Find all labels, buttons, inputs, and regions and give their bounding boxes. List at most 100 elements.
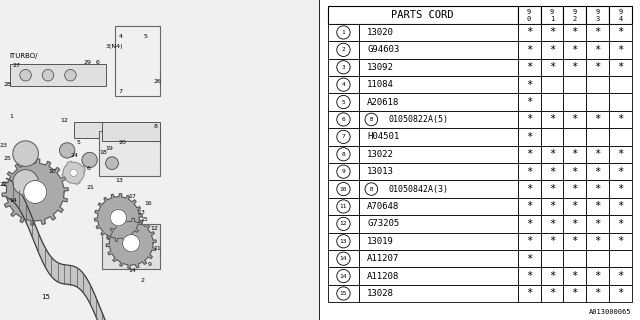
Bar (328, 215, 359, 233)
Text: 15: 15 (340, 291, 348, 296)
Bar (518, 268, 541, 285)
Text: *: * (526, 45, 532, 55)
Circle shape (337, 60, 350, 74)
Text: 26: 26 (154, 79, 161, 84)
Circle shape (24, 180, 47, 204)
Text: *: * (526, 288, 532, 299)
Bar (74, 122, 147, 138)
Circle shape (337, 148, 350, 161)
Circle shape (337, 95, 350, 109)
Bar (359, 93, 518, 111)
Circle shape (137, 57, 145, 65)
Text: *: * (526, 97, 532, 107)
Bar (541, 233, 563, 250)
Text: *: * (617, 184, 623, 194)
Bar (518, 215, 541, 233)
Text: *: * (595, 115, 601, 124)
Text: *: * (526, 236, 532, 246)
Bar (609, 128, 632, 146)
Text: *: * (526, 202, 532, 212)
Text: *: * (526, 132, 532, 142)
Bar (359, 285, 518, 302)
Text: *: * (548, 149, 555, 159)
Text: 9
1: 9 1 (550, 9, 554, 21)
Text: *: * (595, 202, 601, 212)
Bar (359, 233, 518, 250)
Bar (518, 198, 541, 215)
Text: *: * (617, 236, 623, 246)
Text: *: * (617, 202, 623, 212)
Bar (609, 215, 632, 233)
Text: *: * (572, 45, 578, 55)
Bar (609, 285, 632, 302)
Bar (518, 6, 541, 24)
Bar (359, 146, 518, 163)
Polygon shape (95, 194, 142, 242)
Bar (609, 59, 632, 76)
Circle shape (20, 69, 31, 81)
Circle shape (337, 26, 350, 39)
Text: *: * (617, 115, 623, 124)
Bar (328, 24, 359, 41)
Text: 21: 21 (86, 185, 94, 190)
Circle shape (13, 141, 38, 166)
Text: 13028: 13028 (367, 289, 394, 298)
Bar (518, 180, 541, 198)
Circle shape (337, 200, 350, 213)
Text: G94603: G94603 (367, 45, 399, 54)
Bar (541, 198, 563, 215)
Text: 13022: 13022 (367, 150, 394, 159)
Text: 14: 14 (128, 268, 136, 273)
Circle shape (42, 69, 54, 81)
Text: *: * (572, 149, 578, 159)
Text: 18: 18 (99, 149, 107, 155)
Text: *: * (595, 167, 601, 177)
Text: 8: 8 (154, 124, 157, 129)
Bar (563, 250, 586, 268)
Text: 15: 15 (141, 217, 148, 222)
Bar (563, 233, 586, 250)
Text: *: * (595, 184, 601, 194)
Bar (10, 64, 106, 86)
Text: ITURBO/: ITURBO/ (10, 52, 38, 59)
Circle shape (337, 165, 350, 178)
Text: 3: 3 (342, 65, 346, 70)
Circle shape (65, 69, 76, 81)
Text: 10: 10 (48, 169, 56, 174)
Bar (518, 163, 541, 180)
Bar (541, 128, 563, 146)
Bar (563, 93, 586, 111)
Bar (328, 6, 518, 24)
Bar (359, 268, 518, 285)
Bar (563, 180, 586, 198)
Circle shape (106, 157, 118, 170)
Text: 28: 28 (3, 82, 11, 87)
Text: 9: 9 (147, 262, 151, 267)
Bar (518, 41, 541, 59)
Bar (328, 128, 359, 146)
Bar (328, 59, 359, 76)
Bar (586, 180, 609, 198)
Text: 2: 2 (141, 277, 145, 283)
Text: *: * (548, 62, 555, 72)
Text: *: * (548, 219, 555, 229)
Circle shape (337, 217, 350, 230)
Text: A70648: A70648 (367, 202, 399, 211)
Bar (328, 111, 359, 128)
Text: *: * (595, 219, 601, 229)
Text: 13013: 13013 (367, 167, 394, 176)
Bar (586, 111, 609, 128)
Bar (609, 198, 632, 215)
Text: A013000065: A013000065 (589, 309, 632, 315)
Bar (609, 41, 632, 59)
Text: 15: 15 (42, 294, 51, 300)
Bar (586, 250, 609, 268)
Text: 20: 20 (118, 140, 126, 145)
Text: 25: 25 (3, 156, 11, 161)
Text: *: * (548, 45, 555, 55)
Bar (359, 41, 518, 59)
Bar (518, 146, 541, 163)
Text: *: * (572, 202, 578, 212)
Bar (586, 285, 609, 302)
Polygon shape (129, 49, 152, 72)
